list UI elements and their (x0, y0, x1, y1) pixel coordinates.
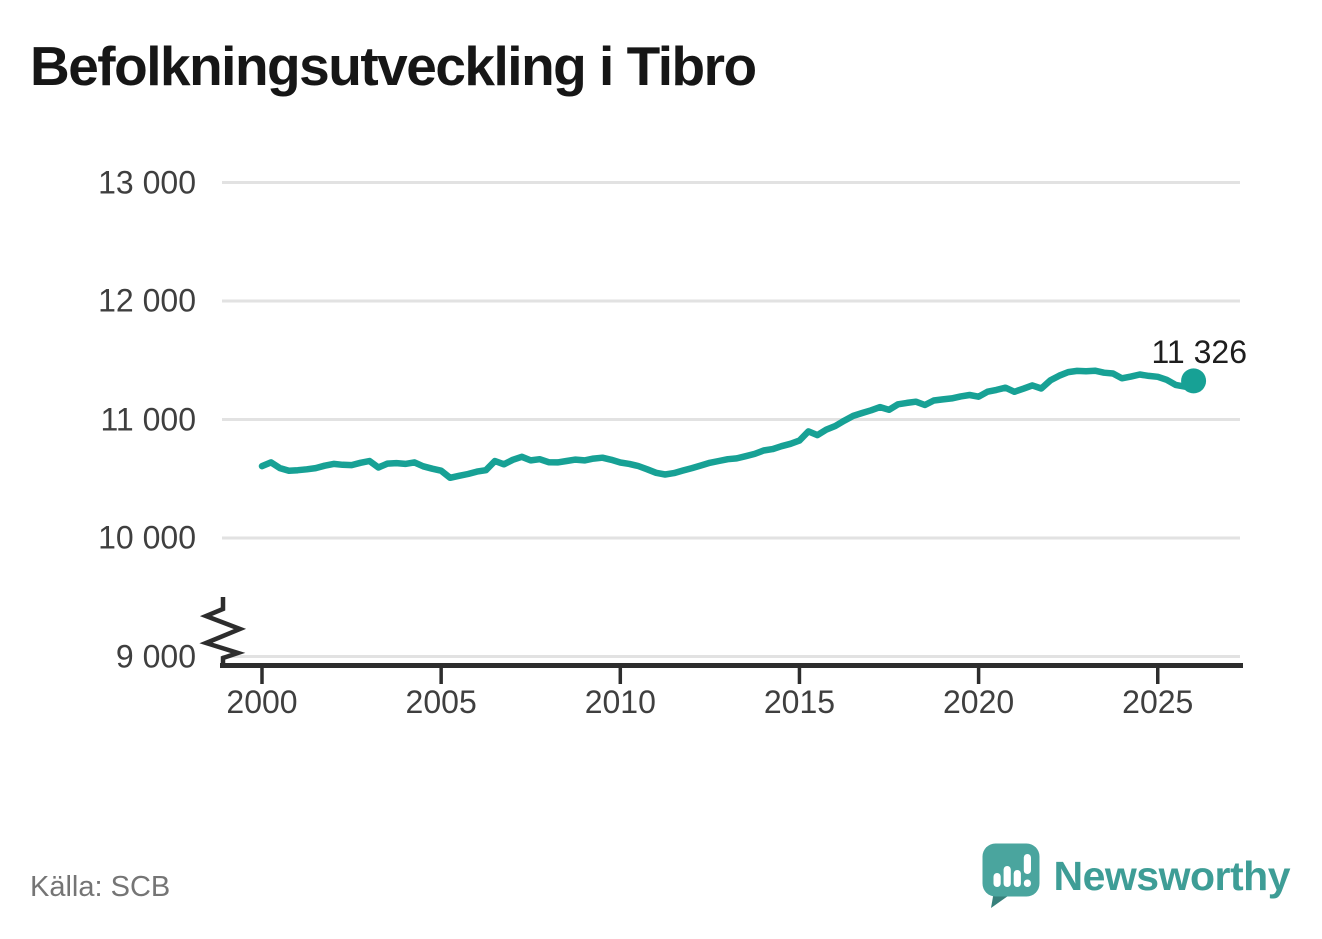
population-line (258, 367, 1197, 482)
y-tick-label: 9 000 (115, 638, 196, 674)
axis-break-icon (199, 597, 247, 666)
y-tick-label: 12 000 (98, 282, 196, 319)
x-tick-label: 2010 (584, 684, 656, 720)
chart-title: Befolkningsutveckling i Tibro (30, 35, 757, 97)
y-tick-label: 13 000 (98, 164, 196, 200)
brand-logo: Newsworthy (982, 843, 1291, 909)
x-tick-label: 2025 (1122, 684, 1194, 720)
x-tick-label: 2005 (405, 684, 477, 720)
x-tick-label: 2015 (763, 684, 836, 720)
source-label: Källa: SCB (30, 871, 171, 903)
speech-bubble-bar-chart-icon (982, 843, 1039, 908)
x-tick-label: 2000 (226, 684, 298, 720)
brand-name: Newsworthy (1053, 852, 1291, 899)
latest-value-label: 11 326 (1151, 334, 1248, 370)
end-point-marker (1181, 368, 1207, 394)
y-tick-label: 11 000 (100, 401, 197, 437)
y-tick-label: 10 000 (98, 519, 196, 556)
x-tick-label: 2020 (943, 684, 1015, 720)
